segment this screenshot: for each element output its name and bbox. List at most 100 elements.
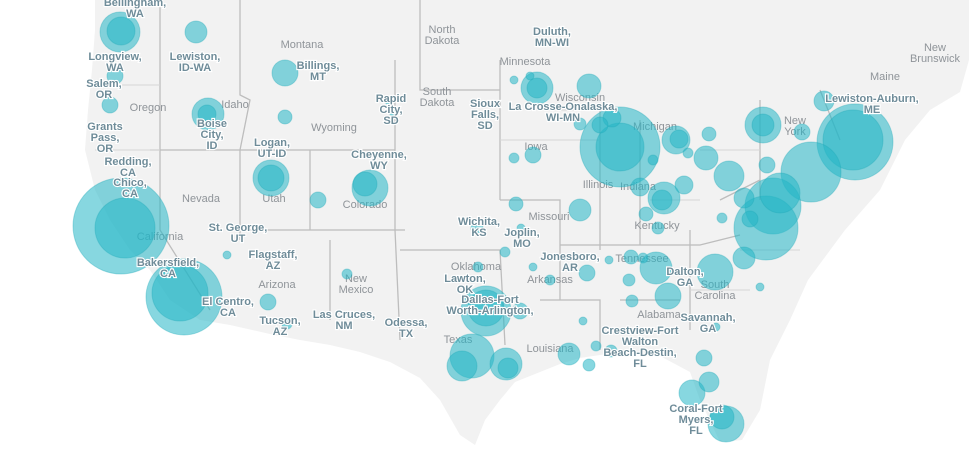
city-label-la-crosse: La Crosse-Onalaska, WI-MN — [509, 101, 618, 124]
us-landmass — [85, 0, 969, 445]
city-label-boise: Boise City, ID — [197, 118, 227, 152]
metro-bubble[interactable] — [591, 116, 609, 134]
metro-bubble[interactable] — [590, 340, 602, 352]
metro-bubble[interactable] — [751, 113, 775, 137]
metro-bubble[interactable] — [94, 197, 156, 259]
metro-bubble[interactable] — [647, 154, 659, 166]
metro-bubble[interactable] — [544, 274, 556, 286]
metro-bubble[interactable] — [309, 191, 327, 209]
metro-bubble[interactable] — [638, 206, 654, 222]
metro-bubble[interactable] — [277, 109, 293, 125]
metro-bubble[interactable] — [352, 171, 378, 197]
metro-bubble[interactable] — [516, 223, 526, 233]
metro-bubble[interactable] — [499, 246, 511, 258]
metro-bubble[interactable] — [759, 172, 801, 214]
metro-bubble[interactable] — [257, 164, 285, 192]
metro-bubble[interactable] — [693, 145, 719, 171]
metro-bubble[interactable] — [508, 152, 520, 164]
metro-bubble[interactable] — [716, 212, 728, 224]
metro-bubble[interactable] — [573, 117, 587, 131]
state-label-south-dakota: South Dakota — [420, 86, 456, 109]
metro-bubble[interactable] — [711, 322, 721, 332]
metro-bubble[interactable] — [637, 252, 649, 264]
metro-bubble[interactable] — [101, 96, 119, 114]
metro-bubble[interactable] — [576, 73, 602, 99]
state-label-new-brunswick: New Brunswick — [910, 42, 961, 65]
city-label-lewiston-me: Lewiston-Auburn, ME — [825, 93, 919, 116]
metro-bubble[interactable] — [741, 210, 759, 228]
metro-bubble[interactable] — [582, 358, 596, 372]
metro-bubble[interactable] — [793, 123, 811, 141]
metro-bubble[interactable] — [713, 160, 745, 192]
metro-bubble[interactable] — [709, 404, 735, 430]
metro-bubble[interactable] — [698, 371, 720, 393]
metro-bubble[interactable] — [682, 147, 694, 159]
metro-bubble[interactable] — [509, 75, 519, 85]
metro-bubble[interactable] — [674, 175, 694, 195]
state-label-nevada: Nevada — [182, 193, 221, 205]
metro-bubble[interactable] — [733, 187, 755, 209]
metro-bubble[interactable] — [525, 71, 535, 81]
metro-bubble[interactable] — [578, 316, 588, 326]
metro-bubble[interactable] — [508, 196, 524, 212]
metro-bubble[interactable] — [446, 350, 478, 382]
metro-bubble[interactable] — [732, 246, 756, 270]
metro-bubble[interactable] — [604, 344, 618, 358]
state-label-wyoming: Wyoming — [311, 122, 357, 134]
metro-bubble[interactable] — [497, 357, 519, 379]
metro-bubble[interactable] — [557, 342, 581, 366]
city-label-st-george: St. George, UT — [209, 222, 268, 245]
metro-bubble[interactable] — [524, 146, 542, 164]
metro-bubble[interactable] — [755, 282, 765, 292]
city-label-sioux-falls: Sioux Falls, SD — [470, 98, 501, 132]
metro-bubble[interactable] — [595, 122, 645, 172]
metro-bubble[interactable] — [197, 104, 217, 124]
metro-bubble[interactable] — [630, 177, 650, 197]
metro-bubble[interactable] — [470, 221, 484, 235]
metro-bubble[interactable] — [622, 273, 636, 287]
metro-bubble[interactable] — [758, 156, 776, 174]
metro-bubble[interactable] — [281, 318, 293, 330]
city-label-tucson: Tucson, AZ — [259, 315, 300, 338]
metro-bubble[interactable] — [106, 16, 136, 46]
metro-bubble[interactable] — [822, 109, 884, 171]
metro-bubble[interactable] — [271, 59, 299, 87]
state-label-arizona: Arizona — [258, 279, 296, 291]
metro-bubble[interactable] — [813, 90, 835, 112]
metro-bubble[interactable] — [106, 67, 124, 85]
metro-bubble[interactable] — [651, 221, 665, 235]
city-label-redding: Redding, CA — [104, 156, 151, 179]
metro-bubble[interactable] — [526, 77, 548, 99]
metro-bubble[interactable] — [528, 262, 538, 272]
metro-bubble[interactable] — [472, 261, 484, 273]
city-label-cheyenne: Cheyenne, WY — [351, 149, 407, 172]
city-label-jonesboro: Jonesboro, AR — [540, 251, 599, 274]
metro-bubble[interactable] — [259, 293, 277, 311]
metro-bubble[interactable] — [604, 255, 614, 265]
metro-bubble[interactable] — [651, 189, 673, 211]
metro-bubble[interactable] — [151, 264, 209, 322]
metro-bubble[interactable] — [639, 251, 673, 285]
metro-bubble[interactable] — [625, 294, 639, 308]
metro-bubble[interactable] — [578, 264, 596, 282]
metro-bubble[interactable] — [669, 129, 689, 149]
metro-bubble[interactable] — [341, 268, 353, 280]
metro-bubble[interactable] — [568, 198, 592, 222]
state-label-minnesota: Minnesota — [500, 56, 552, 68]
metro-bubble[interactable] — [654, 282, 682, 310]
metro-bubble[interactable] — [623, 249, 639, 265]
metro-bubble[interactable] — [383, 95, 393, 105]
city-label-el-centro: El Centro, CA — [202, 296, 254, 319]
state-label-utah: Utah — [262, 193, 285, 205]
metro-bubble[interactable] — [695, 349, 713, 367]
metro-bubble[interactable] — [511, 302, 529, 320]
metro-bubble[interactable] — [678, 379, 706, 407]
metro-bubble[interactable] — [701, 126, 717, 142]
metro-bubble[interactable] — [184, 20, 208, 44]
metro-bubble[interactable] — [222, 250, 232, 260]
state-label-montana: Montana — [281, 39, 325, 51]
metro-bubble[interactable] — [467, 289, 505, 327]
metro-bubble[interactable] — [696, 253, 734, 291]
metro-bubble[interactable] — [388, 107, 398, 117]
